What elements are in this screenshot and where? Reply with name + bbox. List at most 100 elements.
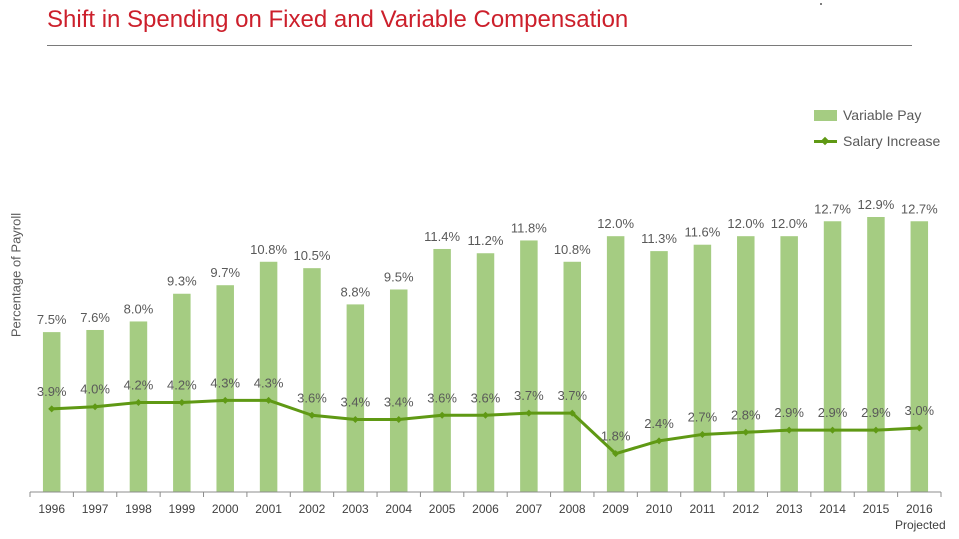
x-tick-label: 2004 [385,502,412,516]
legend-swatch-bar [814,109,837,121]
x-tick-label: 2001 [255,502,282,516]
legend-item-variable-pay[interactable]: Variable Pay [814,102,940,128]
x-tick-label: 2000 [212,502,239,516]
point-salary-increase [221,396,229,404]
x-tick-label: 2010 [646,502,673,516]
decorative-dot [820,3,822,5]
line-value-label: 4.2% [124,377,154,392]
bar-value-label: 9.5% [384,269,414,284]
point-salary-increase [698,430,706,438]
line-value-label: 4.3% [210,375,240,390]
point-salary-increase [134,398,142,406]
bar-variable-pay [910,221,929,493]
bar-variable-pay [823,221,842,493]
point-salary-increase [91,403,99,411]
point-salary-increase [655,437,663,445]
line-value-label: 3.4% [384,395,414,410]
bar-variable-pay [693,244,712,492]
x-tick-note-projected: Projected [895,518,946,532]
bar-value-label: 7.6% [80,310,110,325]
x-tick-label: 2014 [819,502,846,516]
bar-value-label: 9.3% [167,274,197,289]
bar-value-label: 11.8% [511,220,547,235]
x-tick-label: 2006 [472,502,499,516]
point-salary-increase [48,405,56,413]
line-value-label: 1.8% [601,429,631,444]
point-salary-increase [395,416,403,424]
line-value-label: 3.6% [297,390,327,405]
chart-title: Shift in Spending on Fixed and Variable … [47,6,629,33]
bar-variable-pay [303,268,321,492]
bar-variable-pay [86,329,104,492]
point-salary-increase [438,411,446,419]
bar-variable-pay [259,261,278,492]
x-tick-label: 2016 [906,502,933,516]
bar-value-label: 12.0% [771,216,808,231]
line-value-label: 3.9% [37,384,67,399]
bar-variable-pay [389,289,408,492]
line-value-label: 3.6% [427,390,457,405]
x-tick-label: 2003 [342,502,369,516]
line-value-label: 2.9% [774,405,804,420]
bar-value-label: 8.0% [124,301,154,316]
bar-variable-pay [129,321,148,492]
bar-variable-pay [563,261,582,492]
bar-variable-pay [737,236,755,492]
point-salary-increase [915,424,923,432]
bar-variable-pay [173,293,191,492]
bar-variable-pay [606,236,625,492]
bar-value-label: 8.8% [341,284,371,299]
point-salary-increase [265,396,273,404]
title-divider [47,45,912,46]
point-salary-increase [742,428,750,436]
legend-label-variable-pay: Variable Pay [843,107,922,123]
line-value-label: 2.4% [644,416,674,431]
point-salary-increase [351,416,359,424]
bar-value-label: 9.7% [210,265,240,280]
x-tick-label: 2015 [863,502,890,516]
legend-item-salary-increase[interactable]: Salary Increase [814,128,940,154]
line-value-label: 4.2% [167,377,197,392]
bar-variable-pay [867,217,885,492]
line-value-label: 2.9% [861,405,891,420]
point-salary-increase [872,426,880,434]
bar-value-label: 11.4% [424,229,460,244]
line-value-label: 2.9% [818,405,848,420]
line-value-label: 3.7% [514,388,544,403]
bar-variable-pay [433,248,451,492]
bar-value-label: 12.0% [727,216,764,231]
x-tick-label: 2013 [776,502,803,516]
line-value-label: 3.7% [557,388,587,403]
bar-value-label: 12.7% [814,201,851,216]
line-value-label: 3.4% [341,395,371,410]
bar-value-label: 12.7% [901,201,938,216]
x-tick-label: 2011 [689,502,715,516]
line-value-label: 3.6% [471,390,501,405]
point-salary-increase [785,426,793,434]
line-value-label: 2.8% [731,407,761,422]
bar-value-label: 12.0% [597,216,634,231]
point-salary-increase [482,411,489,419]
x-tick-label: 2005 [429,502,456,516]
point-salary-increase [308,411,316,419]
bar-variable-pay [780,236,798,492]
point-salary-increase [568,409,576,417]
x-tick-label: 2002 [299,502,326,516]
legend-swatch-line [814,136,837,147]
line-value-label: 3.0% [904,403,934,418]
bar-value-label: 10.8% [250,242,287,257]
x-tick-label: 2009 [602,502,629,516]
bar-value-label: 10.8% [554,242,591,257]
x-tick-label: 2007 [516,502,543,516]
point-salary-increase [829,426,837,434]
x-tick-label: 2008 [559,502,586,516]
x-tick-label: 1998 [125,502,152,516]
bar-variable-pay [520,240,538,492]
bar-variable-pay [476,253,495,492]
bar-variable-pay [216,285,234,492]
bar-variable-pay [650,251,668,492]
x-tick-label: 1996 [38,502,65,516]
x-tick-label: 2012 [732,502,759,516]
point-salary-increase [612,450,620,458]
